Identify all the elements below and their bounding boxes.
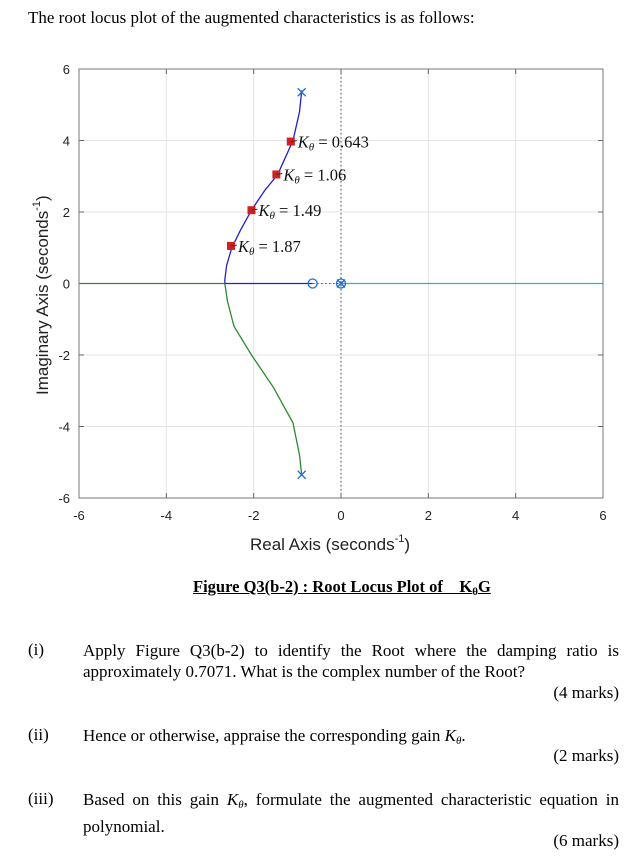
pole-zero-markers [297, 87, 347, 480]
pole-marker [297, 87, 307, 97]
y-tick-label: -6 [58, 491, 70, 506]
intro-text: The root locus plot of the augmented cha… [28, 8, 475, 27]
figure-caption: Figure Q3(b-2) : Root Locus Plot of KθG [193, 577, 491, 598]
y-tick-label: -2 [58, 348, 70, 363]
zero-marker [335, 278, 347, 289]
y-axis-label: Imaginary Axis (seconds-1) [31, 195, 52, 395]
tick-labels: -6 -4 -2 0 2 4 6 6 4 2 0 -2 -4 -6 [58, 62, 606, 523]
y-tick-label: 6 [63, 62, 70, 77]
gain-leader [230, 244, 238, 247]
x-tick-label: 4 [512, 508, 519, 523]
gain-annotations: Kθ = 0.643 Kθ = 1.06 Kθ = 1.49 Kθ = 1.87 [226, 133, 369, 258]
question-iii-marks: (6 marks) [553, 831, 619, 850]
zero-marker [307, 278, 318, 289]
x-tick-label: 0 [337, 508, 344, 523]
question-ii-text: Hence or otherwise, appraise the corresp… [83, 726, 466, 747]
gain-leader [290, 140, 297, 143]
question-i-number: (i) [28, 640, 45, 659]
x-tick-label: 2 [425, 508, 432, 523]
y-tick-label: 2 [63, 205, 70, 220]
x-tick-label: -4 [161, 508, 173, 523]
question-iii-number: (iii) [28, 789, 54, 808]
pole-x-stroke [297, 87, 307, 97]
question-ii-number: (ii) [28, 725, 49, 744]
question-i-text: Apply Figure Q3(b-2) to identify the Roo… [83, 641, 619, 681]
gain-label: Kθ = 1.49 [257, 201, 321, 222]
gain-leader [251, 208, 258, 211]
pole-marker [297, 470, 307, 480]
x-tick-label: -6 [73, 508, 85, 523]
pole-x-stroke [336, 279, 346, 288]
question-ii-marks: (2 marks) [553, 746, 619, 765]
gain-label: Kθ = 1.06 [282, 165, 346, 186]
x-tick-label: 6 [599, 508, 606, 523]
pole-marker [336, 279, 346, 288]
gain-label: Kθ = 1.87 [237, 237, 301, 258]
y-tick-label: 4 [63, 134, 70, 149]
locus-branch-1 [224, 283, 303, 475]
y-tick-label: -4 [58, 420, 70, 435]
gain-leader [276, 172, 283, 175]
root-locus-plot: -6 -4 -2 0 2 4 6 6 4 2 0 -2 -4 -6 Kθ = 0.643 Kθ = 1.06… [31, 62, 607, 554]
gain-label: Kθ = 0.643 [297, 133, 369, 154]
y-tick-label: 0 [63, 277, 70, 292]
x-axis-label: Real Axis (seconds-1) [250, 533, 410, 554]
x-tick-label: -2 [248, 508, 260, 523]
plot-frame [78, 68, 604, 499]
question-iii-text: Based on this gain Kθ, formulate the aug… [83, 790, 619, 836]
question-i-marks: (4 marks) [553, 683, 619, 702]
pole-x-stroke [297, 470, 307, 480]
